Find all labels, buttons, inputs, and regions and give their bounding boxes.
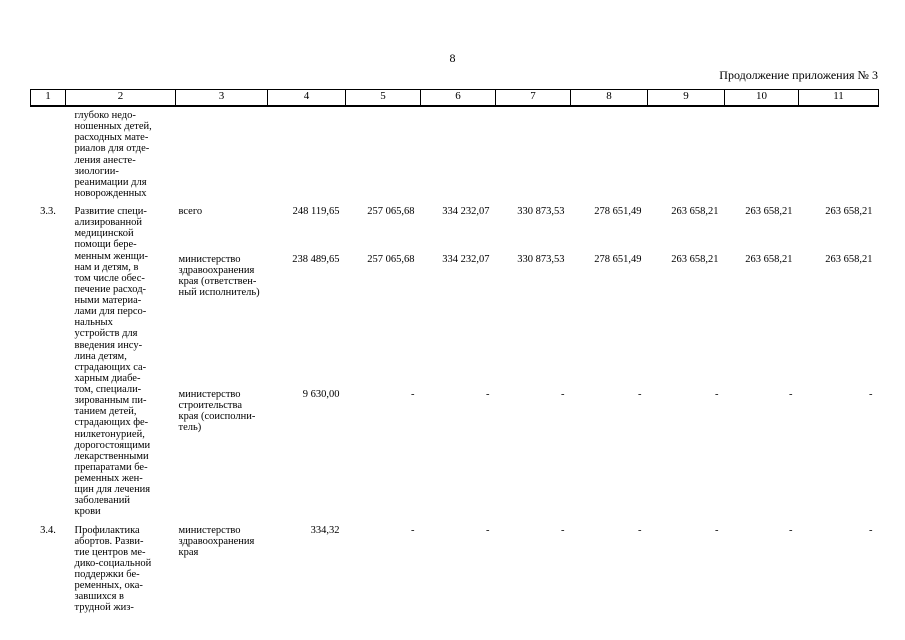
column-number-cell: 7 xyxy=(495,89,571,108)
value-cell: - xyxy=(638,389,642,401)
column-number-cell: 10 xyxy=(724,89,799,108)
value-cell: 257 065,68 xyxy=(367,253,415,265)
value-cell: 263 658,21 xyxy=(825,206,873,218)
value-cell: - xyxy=(869,389,873,401)
column-number-cell: 11 xyxy=(798,89,879,108)
value-cell: - xyxy=(486,524,490,536)
empty-cell xyxy=(176,106,879,203)
value-cell: 334 232,07 xyxy=(442,206,490,218)
column-number-cell: 4 xyxy=(267,89,346,108)
value-cell: 278 651,49 xyxy=(594,253,642,265)
value-cell: 278 651,49 xyxy=(594,206,642,218)
value-cell: 263 658,21 xyxy=(671,206,719,218)
table-subrow: министерство строительства края (соиспол… xyxy=(31,386,879,521)
column-number-cell: 8 xyxy=(570,89,648,108)
executor-cell: министерство здравоохранения края (ответ… xyxy=(178,253,260,299)
executor-cell: всего xyxy=(178,206,203,218)
table-body: глубоко недо- ношенных детей, расходных … xyxy=(31,106,879,618)
executor-cell: министерство строительства края (соиспол… xyxy=(178,389,256,434)
column-number-cell: 5 xyxy=(345,89,421,108)
value-cell: - xyxy=(561,524,565,536)
value-cell: 263 658,21 xyxy=(671,253,719,265)
row-number-cell xyxy=(31,106,66,203)
value-cell: 263 658,21 xyxy=(745,206,793,218)
column-number-cell: 9 xyxy=(647,89,725,108)
value-cell: - xyxy=(715,389,719,401)
value-cell: - xyxy=(411,389,415,401)
value-cell: 257 065,68 xyxy=(367,206,415,218)
table-row-3-3: 3.3. Развитие специ- ализированной медиц… xyxy=(31,203,879,517)
main-table: 1 2 3 4 5 6 7 8 9 10 11 глубоко недо- но… xyxy=(30,89,879,617)
value-cell: - xyxy=(561,389,565,401)
value-cell: 238 489,65 xyxy=(292,253,340,265)
value-cell: 330 873,53 xyxy=(517,206,565,218)
page-number: 8 xyxy=(449,51,456,65)
column-number-cell: 6 xyxy=(420,89,496,108)
table-row-3-4: 3.4. Профилактика абортов. Разви- тие це… xyxy=(31,522,879,618)
value-cell: 248 119,65 xyxy=(292,206,340,218)
appendix-continuation: Продолжение приложения № 3 xyxy=(719,68,878,83)
table-header: 1 2 3 4 5 6 7 8 9 10 11 xyxy=(30,89,879,108)
column-number-cell: 1 xyxy=(30,89,66,108)
value-cell: 263 658,21 xyxy=(825,253,873,265)
value-cell: 334 232,07 xyxy=(442,253,490,265)
executor-cell: министерство здравоохранения края xyxy=(178,524,255,558)
column-number-cell: 2 xyxy=(65,89,176,108)
value-cell: - xyxy=(638,524,642,536)
header-row: 1 2 3 4 5 6 7 8 9 10 11 xyxy=(30,89,879,108)
value-cell: - xyxy=(789,389,793,401)
value-cell: 330 873,53 xyxy=(517,253,565,265)
program-name-cell: Развитие специ- ализированной медицинско… xyxy=(74,206,151,518)
value-cell: 334,32 xyxy=(310,524,340,536)
row-number-cell: 3.3. xyxy=(40,206,56,218)
row-number-cell: 3.4. xyxy=(40,524,56,536)
table-subrow: министерство здравоохранения края (ответ… xyxy=(31,251,879,386)
value-cell: - xyxy=(411,524,415,536)
value-cell: 9 630,00 xyxy=(302,389,340,401)
value-cell: 263 658,21 xyxy=(745,253,793,265)
program-name-cell: Профилактика абортов. Разви- тие центров… xyxy=(74,524,152,614)
value-cell: - xyxy=(715,524,719,536)
value-cell: - xyxy=(869,524,873,536)
table-row-carryover: глубоко недо- ношенных детей, расходных … xyxy=(31,106,879,203)
value-cell: - xyxy=(789,524,793,536)
program-name-cell: глубоко недо- ношенных детей, расходных … xyxy=(74,110,152,199)
value-cell: - xyxy=(486,389,490,401)
column-number-cell: 3 xyxy=(175,89,268,108)
